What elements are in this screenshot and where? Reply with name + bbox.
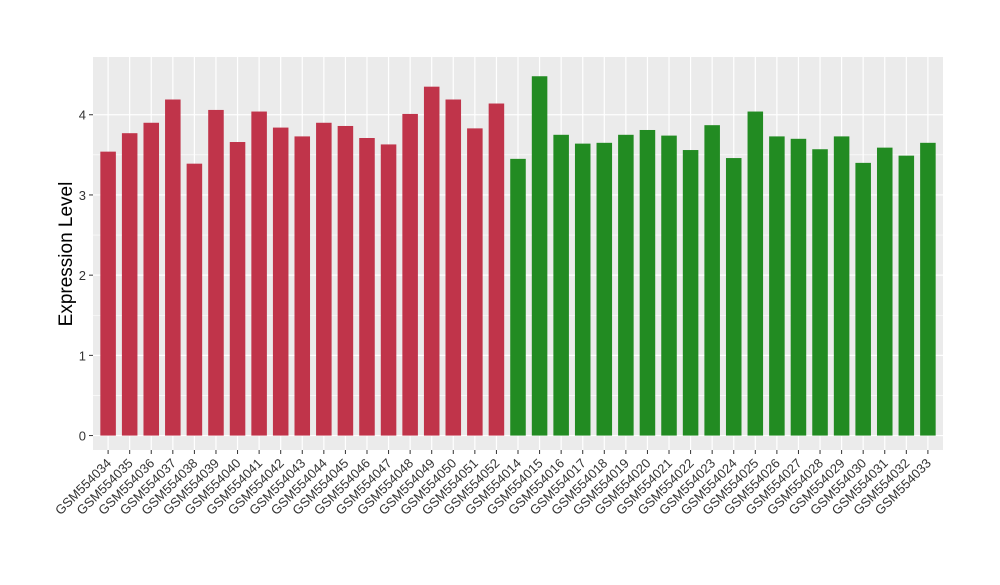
bar-GSM554052 xyxy=(488,103,505,436)
bar-GSM554019 xyxy=(618,134,634,436)
bar-GSM554024 xyxy=(725,158,742,436)
bar-GSM554050 xyxy=(445,99,462,436)
bar-GSM554036 xyxy=(143,122,160,436)
bar-GSM554045 xyxy=(337,125,354,436)
y-tick-label: 3 xyxy=(79,188,86,203)
bar-GSM554031 xyxy=(876,147,893,436)
bar-GSM554029 xyxy=(833,136,850,436)
bar-GSM554017 xyxy=(574,143,591,436)
bar-GSM554021 xyxy=(661,135,677,436)
bar-GSM554025 xyxy=(747,111,764,436)
bar-GSM554046 xyxy=(359,138,375,436)
y-tick-label: 1 xyxy=(79,348,86,363)
bar-GSM554026 xyxy=(769,136,785,436)
bar-GSM554040 xyxy=(229,142,246,436)
bar-GSM554048 xyxy=(402,113,418,436)
bar-GSM554020 xyxy=(639,129,656,436)
bar-GSM554037 xyxy=(165,99,181,436)
bar-GSM554039 xyxy=(208,109,224,436)
bar-GSM554027 xyxy=(790,138,807,436)
bars xyxy=(100,76,936,436)
bar-GSM554034 xyxy=(100,151,116,436)
bar-GSM554018 xyxy=(596,142,613,436)
bar-GSM554030 xyxy=(855,162,871,436)
bar-GSM554028 xyxy=(812,149,828,436)
bar-GSM554016 xyxy=(553,134,569,436)
y-tick-label: 4 xyxy=(79,108,86,123)
bar-GSM554035 xyxy=(121,133,138,436)
x-axis: GSM554034GSM554035GSM554036GSM554037GSM5… xyxy=(52,450,934,518)
bar-GSM554022 xyxy=(682,150,699,436)
bar-GSM554041 xyxy=(251,111,267,436)
bar-GSM554032 xyxy=(898,155,915,436)
bar-GSM554033 xyxy=(920,142,936,436)
y-tick-label: 2 xyxy=(79,268,86,283)
bar-GSM554049 xyxy=(423,86,440,436)
bar-GSM554038 xyxy=(186,163,203,436)
bar-GSM554043 xyxy=(294,136,311,436)
y-tick-label: 0 xyxy=(79,429,86,444)
bar-GSM554015 xyxy=(531,76,548,436)
bar-GSM554044 xyxy=(316,122,332,436)
bar-GSM554023 xyxy=(704,125,720,436)
y-axis-label: Expression Level xyxy=(56,182,77,327)
y-axis: 0 1 2 3 4 xyxy=(79,108,93,444)
bar-GSM554014 xyxy=(510,158,526,436)
bar-GSM554042 xyxy=(272,127,289,436)
bar-GSM554047 xyxy=(380,144,397,436)
bar-GSM554051 xyxy=(467,128,483,436)
